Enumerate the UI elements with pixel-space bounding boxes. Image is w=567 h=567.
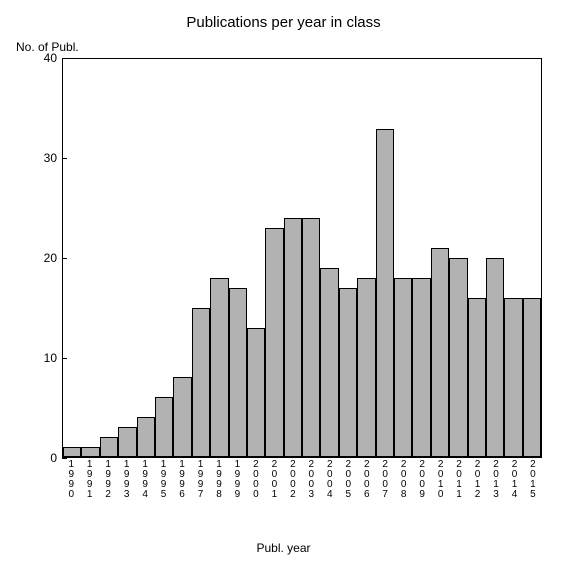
x-tick-label: 2005: [339, 460, 357, 500]
x-tick-label: 2004: [321, 460, 339, 500]
x-axis-label: Publ. year: [0, 541, 567, 555]
bars-group: [63, 59, 541, 457]
x-tick-label: 2002: [284, 460, 302, 500]
x-tick-label: 2015: [524, 460, 542, 500]
x-tick-label: 1997: [191, 460, 209, 500]
chart-title: Publications per year in class: [0, 14, 567, 31]
bar: [394, 278, 412, 457]
bar: [504, 298, 522, 457]
chart-container: Publications per year in class No. of Pu…: [0, 0, 567, 567]
y-tick-label: 20: [44, 251, 57, 265]
bar: [449, 258, 467, 457]
bar: [155, 397, 173, 457]
x-tick-label: 2010: [431, 460, 449, 500]
x-tick-label: 2003: [302, 460, 320, 500]
bar: [412, 278, 430, 457]
bar: [376, 129, 394, 457]
x-tick-label: 2012: [468, 460, 486, 500]
bar: [302, 218, 320, 457]
bar: [100, 437, 118, 457]
bar: [137, 417, 155, 457]
x-tick-label: 2008: [394, 460, 412, 500]
x-tick-label: 1998: [210, 460, 228, 500]
bar: [523, 298, 541, 457]
x-tick-labels: 1990199119921993199419951996199719981999…: [62, 460, 542, 500]
bar: [486, 258, 504, 457]
bar: [468, 298, 486, 457]
x-tick-label: 1994: [136, 460, 154, 500]
bar: [173, 377, 191, 457]
x-tick-label: 1991: [80, 460, 98, 500]
y-tick-mark: [62, 458, 67, 459]
x-tick-label: 2013: [487, 460, 505, 500]
x-tick-label: 1999: [228, 460, 246, 500]
x-tick-label: 2001: [265, 460, 283, 500]
bar: [210, 278, 228, 457]
x-tick-label: 2011: [450, 460, 468, 500]
x-tick-label: 1992: [99, 460, 117, 500]
x-tick-label: 2007: [376, 460, 394, 500]
bar: [118, 427, 136, 457]
y-tick-label: 10: [44, 351, 57, 365]
bar: [284, 218, 302, 457]
bar: [192, 308, 210, 457]
x-tick-label: 1990: [62, 460, 80, 500]
bar: [431, 248, 449, 457]
x-tick-label: 2014: [505, 460, 523, 500]
bar: [247, 328, 265, 457]
x-tick-label: 2006: [358, 460, 376, 500]
bar: [357, 278, 375, 457]
bar: [81, 447, 99, 457]
x-tick-label: 1995: [154, 460, 172, 500]
y-tick-label: 30: [44, 151, 57, 165]
plot-area: [62, 58, 542, 458]
x-tick-label: 2000: [247, 460, 265, 500]
y-tick-label: 0: [50, 451, 57, 465]
y-tick-label: 40: [44, 51, 57, 65]
x-tick-label: 1996: [173, 460, 191, 500]
x-tick-label: 1993: [117, 460, 135, 500]
bar: [229, 288, 247, 457]
bar: [339, 288, 357, 457]
bar: [63, 447, 81, 457]
bar: [265, 228, 283, 457]
x-tick-label: 2009: [413, 460, 431, 500]
bar: [320, 268, 338, 457]
